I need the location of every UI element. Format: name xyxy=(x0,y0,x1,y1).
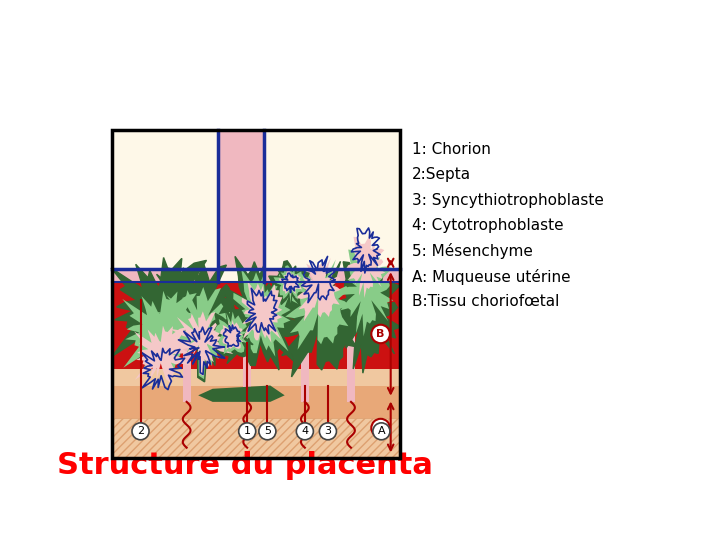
Circle shape xyxy=(373,423,390,440)
Polygon shape xyxy=(183,282,191,402)
Polygon shape xyxy=(156,287,246,379)
Circle shape xyxy=(132,423,149,440)
Polygon shape xyxy=(112,382,400,457)
Polygon shape xyxy=(274,265,307,303)
Polygon shape xyxy=(346,236,385,298)
Text: 1: 1 xyxy=(243,426,251,436)
Text: A: Muqueuse utérine: A: Muqueuse utérine xyxy=(412,268,570,285)
Polygon shape xyxy=(220,320,243,350)
Polygon shape xyxy=(264,130,400,282)
Polygon shape xyxy=(134,326,193,382)
Text: 2: 2 xyxy=(137,426,144,436)
Polygon shape xyxy=(338,249,393,336)
Polygon shape xyxy=(211,303,253,359)
Polygon shape xyxy=(112,282,400,399)
Text: A: A xyxy=(377,423,385,433)
Polygon shape xyxy=(329,261,401,373)
Text: 1: Chorion: 1: Chorion xyxy=(412,142,490,157)
Polygon shape xyxy=(112,130,400,457)
Polygon shape xyxy=(112,130,218,282)
Text: B: B xyxy=(377,329,384,339)
Polygon shape xyxy=(198,386,284,402)
Text: 3: Syncythiotrophoblaste: 3: Syncythiotrophoblaste xyxy=(412,193,603,208)
Polygon shape xyxy=(112,369,400,386)
Polygon shape xyxy=(301,282,309,402)
Polygon shape xyxy=(295,258,341,321)
Polygon shape xyxy=(143,264,259,382)
Polygon shape xyxy=(285,260,350,350)
Text: B:Tissu choriofœtal: B:Tissu choriofœtal xyxy=(412,294,559,309)
Polygon shape xyxy=(230,268,291,357)
Text: 5: 5 xyxy=(264,426,271,436)
Text: A: A xyxy=(377,426,385,436)
Polygon shape xyxy=(347,282,355,402)
Polygon shape xyxy=(170,312,233,376)
Circle shape xyxy=(320,423,336,440)
Text: 5: Mésenchyme: 5: Mésenchyme xyxy=(412,243,533,259)
Polygon shape xyxy=(112,130,400,282)
Text: 3: 3 xyxy=(325,426,331,436)
Circle shape xyxy=(372,419,390,437)
Polygon shape xyxy=(240,280,282,343)
Polygon shape xyxy=(222,256,299,370)
Text: Structure du placenta: Structure du placenta xyxy=(57,451,433,480)
Polygon shape xyxy=(111,258,218,361)
Text: 2:Septa: 2:Septa xyxy=(412,167,471,183)
Circle shape xyxy=(259,423,276,440)
Polygon shape xyxy=(276,261,359,377)
Polygon shape xyxy=(269,261,312,309)
Polygon shape xyxy=(215,312,248,354)
Polygon shape xyxy=(112,418,400,457)
Circle shape xyxy=(297,423,313,440)
Text: 4: 4 xyxy=(301,426,308,436)
Text: 4: Cytotrophoblaste: 4: Cytotrophoblaste xyxy=(412,218,563,233)
Circle shape xyxy=(372,325,390,343)
Polygon shape xyxy=(122,291,206,372)
Circle shape xyxy=(238,423,256,440)
Polygon shape xyxy=(112,289,400,457)
Polygon shape xyxy=(243,282,251,402)
Polygon shape xyxy=(279,270,302,297)
